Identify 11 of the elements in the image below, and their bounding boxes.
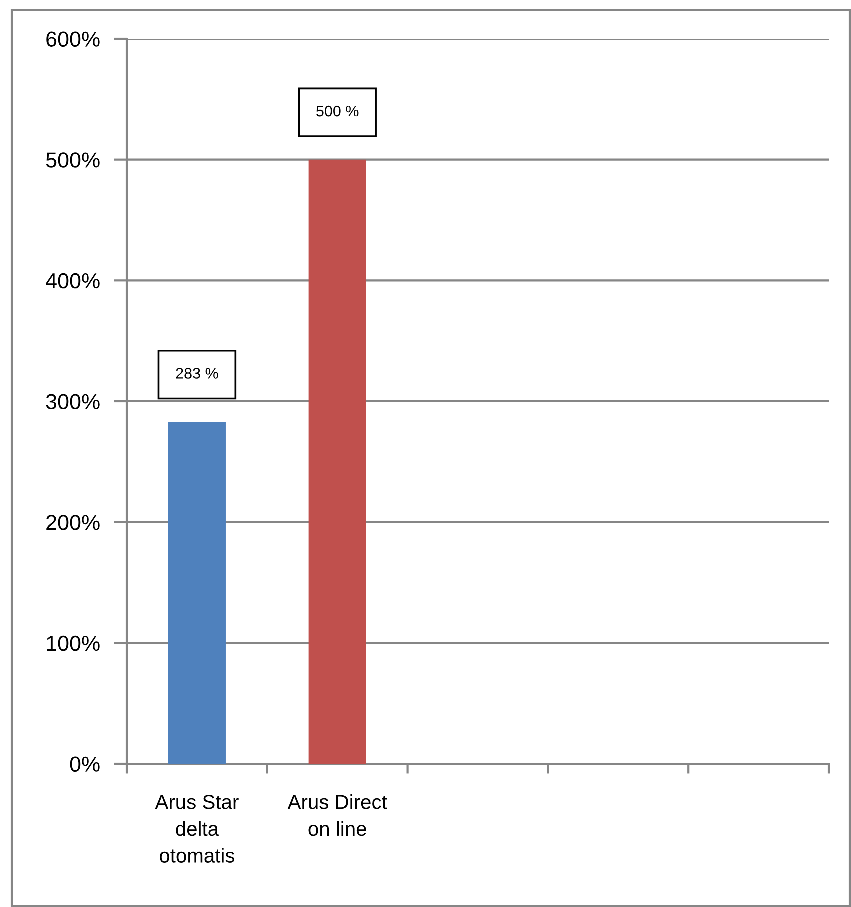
y-tick-label: 400% (46, 273, 100, 289)
x-tick-label: Arus Direct on line (288, 794, 388, 836)
y-tick-label: 0% (70, 756, 100, 772)
y-tick-label: 500% (46, 152, 100, 168)
x-tick-label: Arus Star delta otomatis (155, 795, 239, 863)
y-tick-label: 600% (46, 32, 100, 48)
y-tick-label: 300% (46, 394, 100, 410)
data-label: 500 % (316, 106, 359, 117)
y-tick-label: 200% (46, 515, 100, 530)
y-tick-label: 100% (47, 636, 100, 652)
data-label: 283 % (176, 368, 218, 379)
